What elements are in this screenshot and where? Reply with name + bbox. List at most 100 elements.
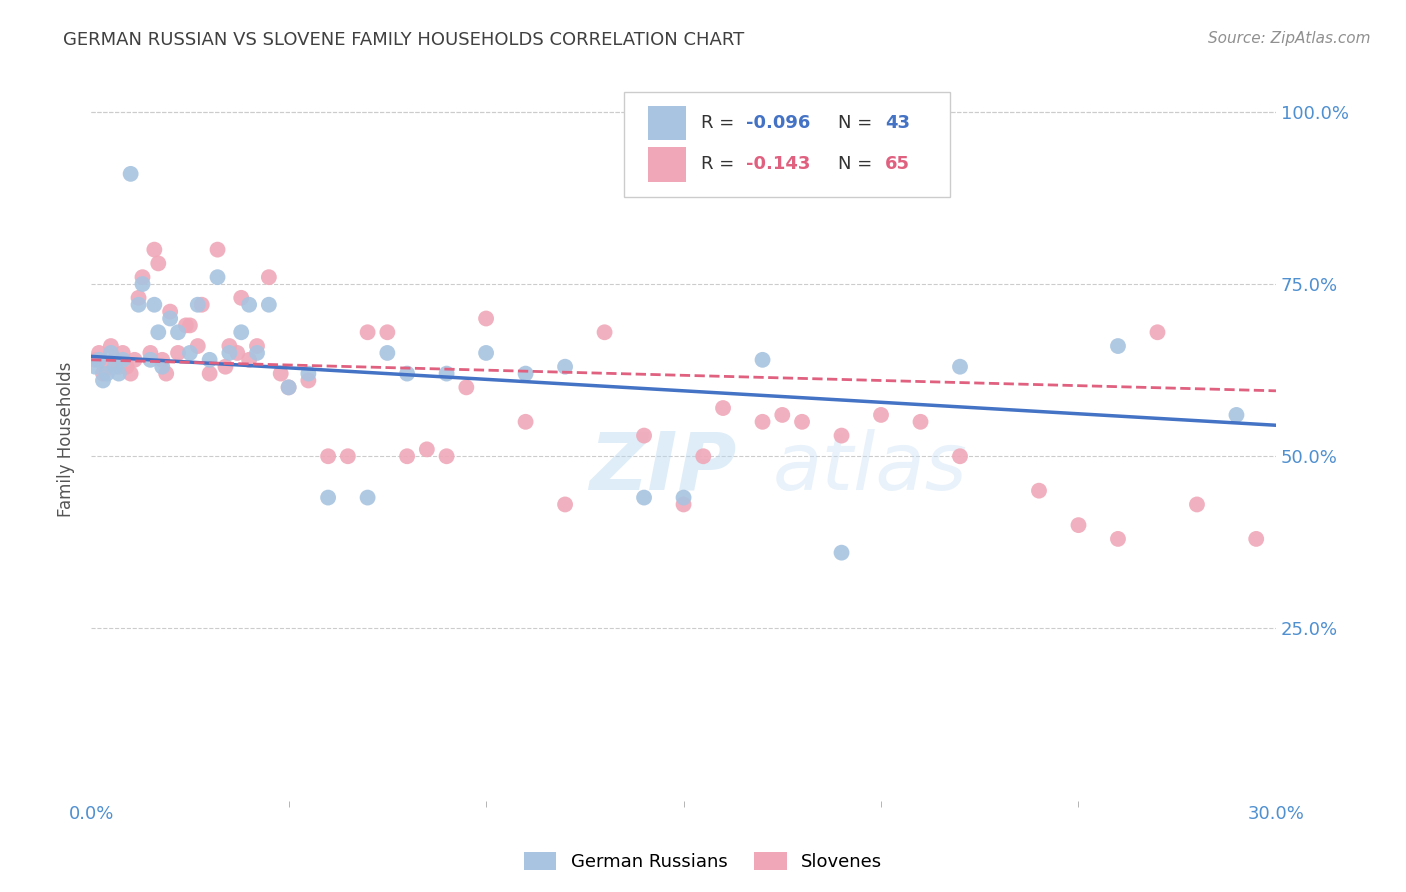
- Point: [179, 318, 201, 333]
- Point: [1244, 532, 1267, 546]
- Point: [120, 167, 142, 181]
- Point: [1146, 326, 1168, 340]
- Point: [198, 367, 221, 381]
- Point: [107, 367, 129, 381]
- Point: [356, 491, 378, 505]
- Point: [207, 243, 229, 257]
- Point: [96, 367, 118, 381]
- Point: [84, 359, 107, 374]
- Point: [633, 491, 655, 505]
- FancyBboxPatch shape: [624, 92, 950, 197]
- Point: [150, 352, 173, 367]
- Point: [910, 415, 932, 429]
- Point: [91, 374, 114, 388]
- Point: [238, 352, 260, 367]
- Point: [257, 270, 280, 285]
- Point: [131, 277, 153, 291]
- Point: [515, 415, 537, 429]
- Point: [356, 326, 378, 340]
- Point: [475, 346, 498, 360]
- FancyBboxPatch shape: [648, 105, 686, 140]
- Point: [139, 346, 162, 360]
- Point: [790, 415, 813, 429]
- Point: [167, 326, 190, 340]
- Text: R =: R =: [702, 155, 741, 173]
- Point: [143, 243, 166, 257]
- Point: [150, 359, 173, 374]
- Y-axis label: Family Households: Family Households: [58, 361, 75, 516]
- Point: [770, 408, 793, 422]
- Point: [91, 367, 114, 381]
- Text: Source: ZipAtlas.com: Source: ZipAtlas.com: [1208, 31, 1371, 46]
- Point: [148, 256, 170, 270]
- Point: [111, 346, 134, 360]
- Point: [870, 408, 893, 422]
- Point: [672, 498, 695, 512]
- Point: [396, 367, 419, 381]
- Point: [214, 359, 236, 374]
- Text: N =: N =: [838, 114, 877, 132]
- Point: [87, 346, 110, 360]
- Point: [297, 367, 319, 381]
- Point: [148, 326, 170, 340]
- Point: [1185, 498, 1208, 512]
- Point: [104, 352, 127, 367]
- Point: [187, 339, 209, 353]
- Point: [226, 346, 249, 360]
- Point: [100, 339, 122, 353]
- Point: [155, 367, 177, 381]
- Point: [238, 298, 260, 312]
- Point: [377, 326, 399, 340]
- Point: [167, 346, 190, 360]
- Point: [475, 311, 498, 326]
- Text: R =: R =: [702, 114, 741, 132]
- Point: [692, 449, 714, 463]
- Point: [174, 318, 197, 333]
- Point: [96, 359, 118, 374]
- Point: [672, 491, 695, 505]
- Point: [277, 380, 299, 394]
- Point: [257, 298, 280, 312]
- Point: [297, 374, 319, 388]
- Point: [246, 339, 269, 353]
- Point: [593, 326, 616, 340]
- Point: [1028, 483, 1050, 498]
- Point: [336, 449, 359, 463]
- Point: [949, 449, 972, 463]
- Point: [831, 428, 853, 442]
- Point: [316, 449, 339, 463]
- Point: [84, 352, 107, 367]
- Point: [143, 298, 166, 312]
- Text: N =: N =: [838, 155, 877, 173]
- Point: [218, 339, 240, 353]
- Point: [633, 428, 655, 442]
- Text: -0.143: -0.143: [747, 155, 811, 173]
- Point: [128, 298, 150, 312]
- Point: [100, 346, 122, 360]
- Point: [190, 298, 212, 312]
- Point: [1067, 518, 1090, 533]
- FancyBboxPatch shape: [648, 147, 686, 182]
- Text: 43: 43: [884, 114, 910, 132]
- Text: -0.096: -0.096: [747, 114, 811, 132]
- Point: [218, 346, 240, 360]
- Point: [246, 346, 269, 360]
- Point: [131, 270, 153, 285]
- Point: [1107, 532, 1129, 546]
- Point: [111, 352, 134, 367]
- Point: [277, 380, 299, 394]
- Point: [198, 352, 221, 367]
- Point: [107, 359, 129, 374]
- Point: [159, 304, 181, 318]
- Text: 65: 65: [884, 155, 910, 173]
- Point: [231, 326, 253, 340]
- Point: [949, 359, 972, 374]
- Point: [87, 352, 110, 367]
- Point: [554, 498, 576, 512]
- Point: [179, 346, 201, 360]
- Point: [139, 352, 162, 367]
- Text: ZIP: ZIP: [589, 429, 737, 507]
- Point: [159, 311, 181, 326]
- Point: [554, 359, 576, 374]
- Point: [751, 415, 773, 429]
